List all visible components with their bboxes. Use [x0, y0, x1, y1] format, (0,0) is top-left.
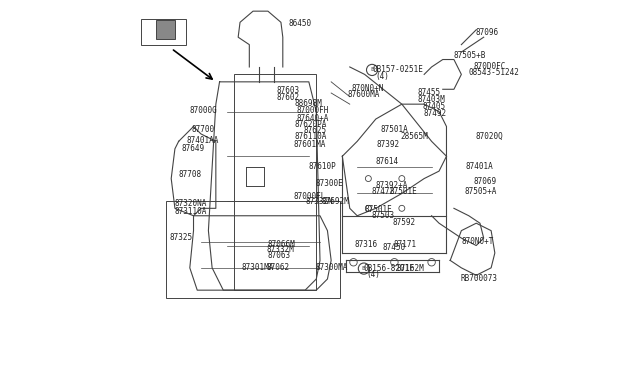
Text: 87708: 87708 — [179, 170, 202, 179]
Text: 0B156-8201F: 0B156-8201F — [364, 264, 415, 273]
Text: 87000G: 87000G — [189, 106, 217, 115]
Text: 87603: 87603 — [276, 86, 300, 94]
Text: 87162M: 87162M — [396, 264, 424, 273]
Text: (4): (4) — [375, 72, 389, 81]
Text: 87620PA: 87620PA — [294, 120, 327, 129]
Bar — [166, 201, 340, 298]
Text: 87401A: 87401A — [465, 162, 493, 171]
Bar — [156, 20, 175, 39]
Text: 87614: 87614 — [376, 157, 399, 166]
Text: 87320NA: 87320NA — [174, 199, 207, 208]
Text: 87602: 87602 — [276, 93, 300, 102]
Text: B: B — [370, 67, 374, 73]
Text: 870D0FC: 870D0FC — [473, 62, 506, 71]
Bar — [234, 74, 316, 290]
Text: 87501E: 87501E — [365, 205, 392, 214]
Text: 87325: 87325 — [170, 233, 193, 242]
Text: 87096: 87096 — [476, 28, 499, 37]
Text: 87600MA: 87600MA — [348, 90, 380, 99]
Text: 87472: 87472 — [371, 187, 394, 196]
Text: 87505+B: 87505+B — [453, 51, 486, 60]
Text: 87492: 87492 — [424, 109, 447, 118]
Text: 87649: 87649 — [182, 144, 205, 153]
Text: 87066M: 87066M — [267, 240, 295, 249]
Text: 87403M: 87403M — [417, 95, 445, 104]
Text: 87392: 87392 — [376, 140, 399, 149]
Text: 28565M: 28565M — [400, 132, 428, 141]
Text: 08543-51242: 08543-51242 — [468, 68, 519, 77]
Text: 87610P: 87610P — [308, 162, 336, 171]
Text: 87316: 87316 — [355, 240, 378, 249]
Text: 87000FL: 87000FL — [294, 192, 326, 201]
Text: 87392+A: 87392+A — [376, 181, 408, 190]
Text: 87000FH: 87000FH — [296, 106, 329, 115]
Text: 87405: 87405 — [422, 102, 445, 110]
Text: 87501E: 87501E — [390, 187, 418, 196]
Text: 87332N: 87332N — [305, 197, 333, 206]
Text: 87301MA: 87301MA — [242, 263, 275, 272]
Text: 0B157-0251E: 0B157-0251E — [372, 65, 423, 74]
Text: 87332M: 87332M — [266, 246, 294, 254]
Text: 87700: 87700 — [191, 125, 215, 134]
Text: 87625: 87625 — [303, 126, 326, 135]
Text: 873110A: 873110A — [174, 207, 207, 216]
Text: B: B — [362, 266, 366, 271]
Text: 870N0+T: 870N0+T — [461, 237, 493, 246]
Text: 87020Q: 87020Q — [476, 132, 503, 141]
Text: 88698M: 88698M — [294, 99, 323, 108]
Text: 87300MA: 87300MA — [316, 263, 348, 272]
Text: 876110A: 876110A — [294, 132, 327, 141]
Text: 87503: 87503 — [371, 211, 394, 219]
Text: 87069: 87069 — [473, 177, 497, 186]
Bar — [141, 19, 186, 45]
Text: 87505+A: 87505+A — [465, 187, 497, 196]
Text: 87640+A: 87640+A — [296, 114, 329, 123]
Text: 87455: 87455 — [417, 88, 440, 97]
Text: 87063: 87063 — [267, 251, 291, 260]
Text: 87062: 87062 — [266, 263, 289, 272]
Text: (4): (4) — [367, 270, 380, 279]
Text: 87401AA: 87401AA — [186, 136, 218, 145]
Text: 87692M: 87692M — [321, 197, 349, 206]
Text: 87592: 87592 — [392, 218, 415, 227]
Text: 87601MA: 87601MA — [294, 140, 326, 149]
Text: 87450: 87450 — [383, 243, 406, 252]
Text: 870N0+N: 870N0+N — [351, 84, 384, 93]
Text: 87501A: 87501A — [380, 125, 408, 134]
Text: 87300E: 87300E — [315, 179, 343, 187]
Text: 86450: 86450 — [289, 19, 312, 28]
Text: RB700073: RB700073 — [461, 274, 498, 283]
Text: 87171: 87171 — [394, 240, 417, 249]
